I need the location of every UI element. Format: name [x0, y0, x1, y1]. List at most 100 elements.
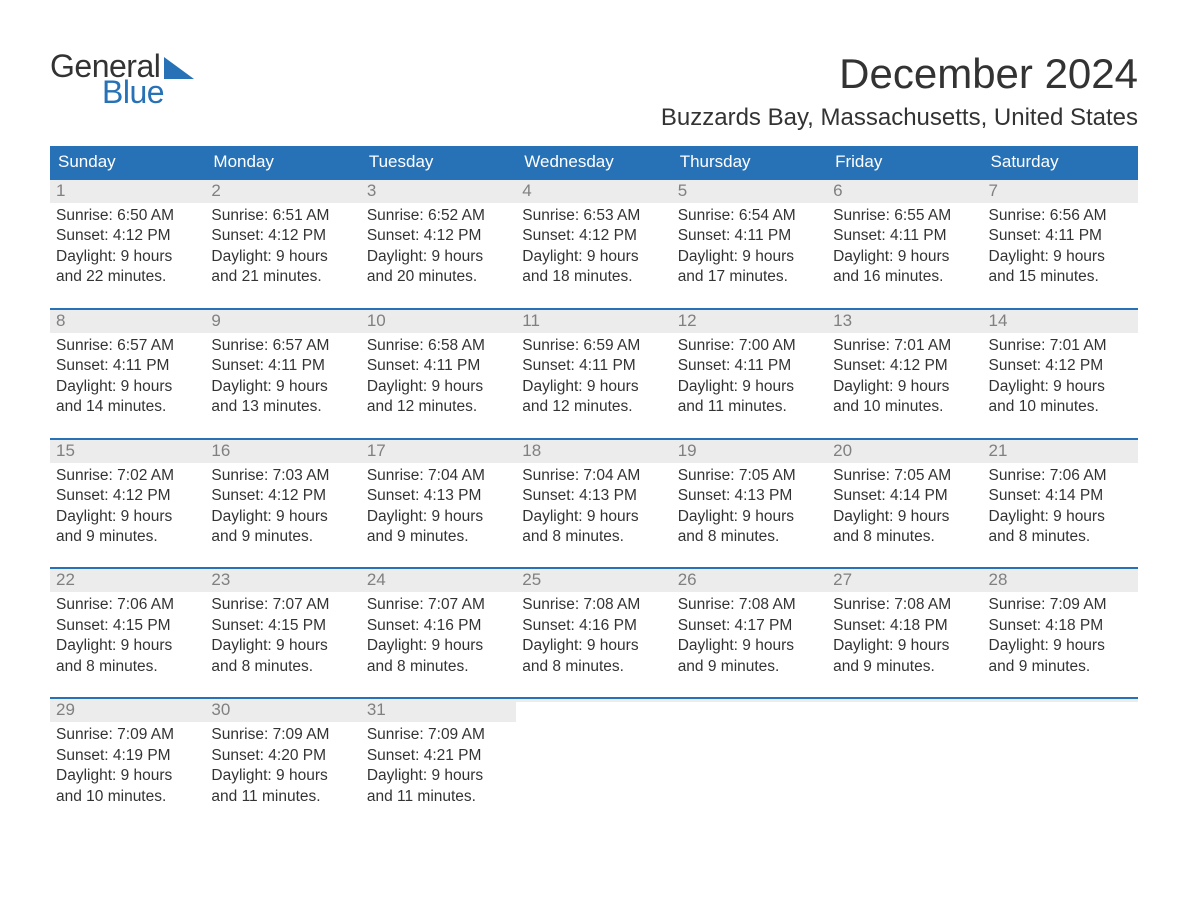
sunset-line: Sunset: 4:21 PM: [367, 746, 510, 766]
sunset-line: Sunset: 4:12 PM: [367, 226, 510, 246]
daylight-line: Daylight: 9 hours: [367, 507, 510, 527]
daylight-line: Daylight: 9 hours: [56, 377, 199, 397]
sunset-line: Sunset: 4:17 PM: [678, 616, 821, 636]
sunrise-line: Sunrise: 7:09 AM: [56, 725, 199, 745]
calendar-week-row: 22Sunrise: 7:06 AMSunset: 4:15 PMDayligh…: [50, 567, 1138, 683]
day-number: 11: [516, 310, 671, 333]
day-number: 25: [516, 569, 671, 592]
daylight-line: and 9 minutes.: [211, 527, 354, 547]
day-number: 29: [50, 699, 205, 722]
day-details: Sunrise: 7:07 AMSunset: 4:16 PMDaylight:…: [361, 592, 516, 683]
sunset-line: Sunset: 4:15 PM: [56, 616, 199, 636]
day-details: Sunrise: 7:06 AMSunset: 4:15 PMDaylight:…: [50, 592, 205, 683]
daylight-line: and 10 minutes.: [56, 787, 199, 807]
day-number: 4: [516, 180, 671, 203]
sunrise-line: Sunrise: 6:57 AM: [211, 336, 354, 356]
daylight-line: Daylight: 9 hours: [678, 636, 821, 656]
sunset-line: Sunset: 4:16 PM: [367, 616, 510, 636]
sunset-line: Sunset: 4:11 PM: [522, 356, 665, 376]
daylight-line: Daylight: 9 hours: [989, 377, 1132, 397]
calendar-day-cell: 8Sunrise: 6:57 AMSunset: 4:11 PMDaylight…: [50, 310, 205, 424]
day-number: 10: [361, 310, 516, 333]
calendar-day-cell: 3Sunrise: 6:52 AMSunset: 4:12 PMDaylight…: [361, 180, 516, 294]
calendar-day-cell: [827, 699, 982, 813]
daylight-line: Daylight: 9 hours: [522, 377, 665, 397]
daylight-line: Daylight: 9 hours: [367, 636, 510, 656]
day-number: 2: [205, 180, 360, 203]
day-number: 16: [205, 440, 360, 463]
daylight-line: and 9 minutes.: [833, 657, 976, 677]
sunset-line: Sunset: 4:12 PM: [211, 486, 354, 506]
sunrise-line: Sunrise: 6:53 AM: [522, 206, 665, 226]
calendar-day-cell: [516, 699, 671, 813]
day-number: 23: [205, 569, 360, 592]
weekday-header: Sunday: [50, 146, 205, 178]
sunrise-line: Sunrise: 6:57 AM: [56, 336, 199, 356]
daylight-line: and 13 minutes.: [211, 397, 354, 417]
day-details: Sunrise: 7:09 AMSunset: 4:20 PMDaylight:…: [205, 722, 360, 813]
sunrise-line: Sunrise: 7:06 AM: [56, 595, 199, 615]
day-details: Sunrise: 6:55 AMSunset: 4:11 PMDaylight:…: [827, 203, 982, 294]
day-details: Sunrise: 7:02 AMSunset: 4:12 PMDaylight:…: [50, 463, 205, 554]
sunrise-line: Sunrise: 6:58 AM: [367, 336, 510, 356]
calendar-day-cell: 1Sunrise: 6:50 AMSunset: 4:12 PMDaylight…: [50, 180, 205, 294]
weekday-header: Tuesday: [361, 146, 516, 178]
day-number: 17: [361, 440, 516, 463]
day-details: Sunrise: 7:07 AMSunset: 4:15 PMDaylight:…: [205, 592, 360, 683]
daylight-line: and 10 minutes.: [833, 397, 976, 417]
sunrise-line: Sunrise: 7:07 AM: [367, 595, 510, 615]
calendar-day-cell: 30Sunrise: 7:09 AMSunset: 4:20 PMDayligh…: [205, 699, 360, 813]
daylight-line: Daylight: 9 hours: [211, 507, 354, 527]
day-details: Sunrise: 6:57 AMSunset: 4:11 PMDaylight:…: [205, 333, 360, 424]
sunset-line: Sunset: 4:12 PM: [833, 356, 976, 376]
daylight-line: and 8 minutes.: [833, 527, 976, 547]
day-details: Sunrise: 7:00 AMSunset: 4:11 PMDaylight:…: [672, 333, 827, 424]
sunset-line: Sunset: 4:11 PM: [367, 356, 510, 376]
day-details: Sunrise: 7:05 AMSunset: 4:14 PMDaylight:…: [827, 463, 982, 554]
daylight-line: and 9 minutes.: [367, 527, 510, 547]
sunrise-line: Sunrise: 6:55 AM: [833, 206, 976, 226]
sunrise-line: Sunrise: 7:01 AM: [989, 336, 1132, 356]
brand-word2: Blue: [102, 76, 194, 108]
calendar-day-cell: 14Sunrise: 7:01 AMSunset: 4:12 PMDayligh…: [983, 310, 1138, 424]
daylight-line: and 12 minutes.: [522, 397, 665, 417]
day-details: Sunrise: 7:05 AMSunset: 4:13 PMDaylight:…: [672, 463, 827, 554]
day-number: 31: [361, 699, 516, 722]
calendar-day-cell: 24Sunrise: 7:07 AMSunset: 4:16 PMDayligh…: [361, 569, 516, 683]
day-number: 7: [983, 180, 1138, 203]
day-details: Sunrise: 6:58 AMSunset: 4:11 PMDaylight:…: [361, 333, 516, 424]
daylight-line: Daylight: 9 hours: [989, 247, 1132, 267]
calendar-day-cell: 9Sunrise: 6:57 AMSunset: 4:11 PMDaylight…: [205, 310, 360, 424]
calendar-day-cell: 11Sunrise: 6:59 AMSunset: 4:11 PMDayligh…: [516, 310, 671, 424]
day-number: 3: [361, 180, 516, 203]
calendar-day-cell: 5Sunrise: 6:54 AMSunset: 4:11 PMDaylight…: [672, 180, 827, 294]
day-details: Sunrise: 6:56 AMSunset: 4:11 PMDaylight:…: [983, 203, 1138, 294]
location-subtitle: Buzzards Bay, Massachusetts, United Stat…: [661, 104, 1138, 132]
sunrise-line: Sunrise: 7:09 AM: [211, 725, 354, 745]
daylight-line: Daylight: 9 hours: [367, 766, 510, 786]
daylight-line: Daylight: 9 hours: [678, 507, 821, 527]
weekday-header: Saturday: [983, 146, 1138, 178]
sunset-line: Sunset: 4:11 PM: [211, 356, 354, 376]
daylight-line: Daylight: 9 hours: [989, 507, 1132, 527]
sunset-line: Sunset: 4:12 PM: [56, 226, 199, 246]
calendar-week-row: 1Sunrise: 6:50 AMSunset: 4:12 PMDaylight…: [50, 178, 1138, 294]
daylight-line: Daylight: 9 hours: [56, 636, 199, 656]
day-details: Sunrise: 6:50 AMSunset: 4:12 PMDaylight:…: [50, 203, 205, 294]
calendar-day-cell: 25Sunrise: 7:08 AMSunset: 4:16 PMDayligh…: [516, 569, 671, 683]
calendar-day-cell: [983, 699, 1138, 813]
daylight-line: Daylight: 9 hours: [367, 247, 510, 267]
daylight-line: and 8 minutes.: [678, 527, 821, 547]
day-number: 8: [50, 310, 205, 333]
daylight-line: and 9 minutes.: [56, 527, 199, 547]
sunset-line: Sunset: 4:14 PM: [833, 486, 976, 506]
daylight-line: Daylight: 9 hours: [211, 636, 354, 656]
sunrise-line: Sunrise: 7:05 AM: [833, 466, 976, 486]
day-number: 18: [516, 440, 671, 463]
calendar-day-cell: 12Sunrise: 7:00 AMSunset: 4:11 PMDayligh…: [672, 310, 827, 424]
daylight-line: and 8 minutes.: [211, 657, 354, 677]
day-number: 12: [672, 310, 827, 333]
day-details: Sunrise: 7:01 AMSunset: 4:12 PMDaylight:…: [827, 333, 982, 424]
sunset-line: Sunset: 4:16 PM: [522, 616, 665, 636]
daylight-line: and 11 minutes.: [678, 397, 821, 417]
